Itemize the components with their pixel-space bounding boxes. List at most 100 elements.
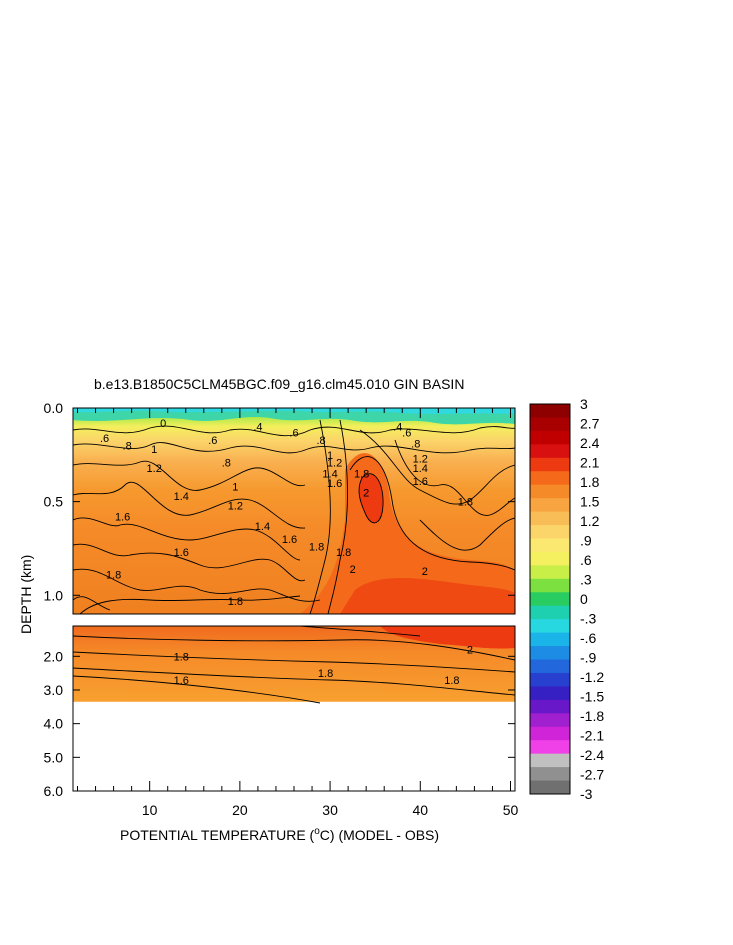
colorbar-swatch xyxy=(530,726,570,741)
colorbar-label: 1.8 xyxy=(580,474,600,490)
y-axis-label: DEPTH (km) xyxy=(18,555,34,634)
upper-panel: .6.8 11.21.41.6.8.611.21.41.61.61.81.8 1.8… xyxy=(72,407,516,615)
contour-label: 1.8 xyxy=(336,547,351,559)
y-tick-label-lower: 5.0 xyxy=(44,749,64,765)
colorbar-swatch xyxy=(530,498,570,513)
contour-label: 2 xyxy=(467,645,473,657)
colorbar-label: .6 xyxy=(580,552,592,568)
contour-label: 2 xyxy=(422,566,428,578)
contour-label: 1.4 xyxy=(413,463,428,475)
colorbar-label: -1.5 xyxy=(580,689,604,705)
lower-panel: 1.8 1.8 1.8 1.6 2 xyxy=(72,625,516,792)
contour-label: 1.6 xyxy=(282,534,297,546)
colorbar-swatch xyxy=(530,417,570,432)
y-axis-upper: 0.0 0.5 1.0 xyxy=(44,400,515,603)
colorbar-swatch xyxy=(530,686,570,701)
contour-label: 1.6 xyxy=(174,547,189,559)
y-tick-label-upper: 0.5 xyxy=(44,494,64,510)
contour-label: .6 xyxy=(289,427,298,439)
upper-surface-band-cyan xyxy=(73,408,515,414)
colorbar-label: -.6 xyxy=(580,630,597,646)
colorbar: 3 2.7 2.4 2.1 1.8 1.5 1.2 .9 .6 .3 0 -.3 -.6 -.9 -1.2 -… xyxy=(529,396,604,802)
contour-label: .4 xyxy=(253,422,262,434)
colorbar-label: 1.5 xyxy=(580,494,600,510)
colorbar-label: -.9 xyxy=(580,650,597,666)
contour-label: .6 xyxy=(402,427,411,439)
contour-label: .4 xyxy=(393,422,402,434)
contour-label: 1.4 xyxy=(255,521,270,533)
x-axis-label: POTENTIAL TEMPERATURE (oC) (MODEL - OBS) xyxy=(120,826,439,843)
colorbar-label: 2.4 xyxy=(580,435,600,451)
colorbar-swatch xyxy=(530,713,570,728)
x-tick-label: 40 xyxy=(412,802,428,818)
contour-label: 2 xyxy=(363,487,369,499)
upper-contour-labels: .6.8 11.21.41.6.8.611.21.41.61.61.81.8 1.8… xyxy=(100,418,473,608)
contour-label: 1.8 xyxy=(458,497,473,509)
colorbar-swatch xyxy=(530,565,570,580)
contour-label: 1.2 xyxy=(413,454,428,466)
contour-label: .8 xyxy=(316,435,325,447)
contour-label: .8 xyxy=(222,457,231,469)
contour-label: 1.6 xyxy=(327,478,342,490)
colorbar-swatch xyxy=(530,404,570,418)
colorbar-swatch xyxy=(530,551,570,566)
colorbar-swatch xyxy=(530,578,570,593)
colorbar-swatch xyxy=(530,659,570,674)
contour-label: .6 xyxy=(100,433,109,445)
colorbar-swatch xyxy=(530,457,570,472)
colorbar-label: 2.7 xyxy=(580,416,600,432)
chart-title: b.e13.B1850C5CLM45BGC.f09_g16.clm45.010 … xyxy=(94,376,464,392)
colorbar-swatch xyxy=(530,444,570,459)
colorbar-swatch xyxy=(530,767,570,782)
colorbar-swatch xyxy=(530,619,570,634)
colorbar-swatch xyxy=(530,753,570,768)
y-tick-label-upper: 1.0 xyxy=(44,587,64,603)
contour-label: .8 xyxy=(411,439,420,451)
colorbar-label: -1.8 xyxy=(580,708,604,724)
contour-label: 1.4 xyxy=(322,469,337,481)
colorbar-swatch xyxy=(530,525,570,539)
contour-label: 1.8 xyxy=(106,570,121,582)
colorbar-swatch xyxy=(530,511,570,526)
x-tick-label: 30 xyxy=(322,802,338,818)
x-axis-label-degree: o xyxy=(314,826,320,837)
x-tick-label: 50 xyxy=(503,802,519,818)
contour-label: 2 xyxy=(350,564,356,576)
colorbar-border xyxy=(529,403,571,795)
colorbar-swatch xyxy=(530,740,570,755)
colorbar-swatch xyxy=(530,780,570,795)
colorbar-swatch xyxy=(530,430,570,445)
colorbar-label: -3 xyxy=(580,786,593,802)
colorbar-swatch xyxy=(530,484,570,499)
colorbar-label: -2.4 xyxy=(580,747,604,763)
contour-label: 1.6 xyxy=(174,675,189,687)
contour-label: 1.2 xyxy=(147,463,162,475)
contour-label: 0 xyxy=(160,418,166,430)
y-axis-lower: 2.0 3.0 4.0 5.0 6.0 xyxy=(44,648,515,799)
colorbar-label: .3 xyxy=(580,572,592,588)
colorbar-swatch xyxy=(530,471,570,486)
contour-label: 1.6 xyxy=(115,512,130,524)
lower-contour-lines xyxy=(73,626,515,704)
colorbar-label: 2.1 xyxy=(580,455,600,471)
colorbar-label: -1.2 xyxy=(580,669,604,685)
colorbar-swatch xyxy=(530,538,570,553)
contour-label: 1.6 xyxy=(413,476,428,488)
contour-label: 1.8 xyxy=(174,651,189,663)
y-tick-label-lower: 4.0 xyxy=(44,716,64,732)
x-axis: 10 20 30 40 50 xyxy=(77,408,519,818)
contour-label: 1 xyxy=(327,450,333,462)
colorbar-label: 3 xyxy=(580,396,588,412)
y-tick-label-lower: 2.0 xyxy=(44,648,64,664)
x-axis-label-part2: C) (MODEL - OBS) xyxy=(320,827,439,843)
contour-label: 1.8 xyxy=(318,668,333,680)
lower-contour-labels: 1.8 1.8 1.8 1.6 2 xyxy=(174,645,473,687)
contour-label: 1.8 xyxy=(354,469,369,481)
contour-label: 1 xyxy=(151,444,157,456)
colorbar-label: 0 xyxy=(580,591,588,607)
x-axis-label-part1: POTENTIAL TEMPERATURE ( xyxy=(120,827,315,843)
colorbar-label: .9 xyxy=(580,533,592,549)
y-tick-label-lower: 3.0 xyxy=(44,682,64,698)
contour-label: 1.2 xyxy=(228,500,243,512)
